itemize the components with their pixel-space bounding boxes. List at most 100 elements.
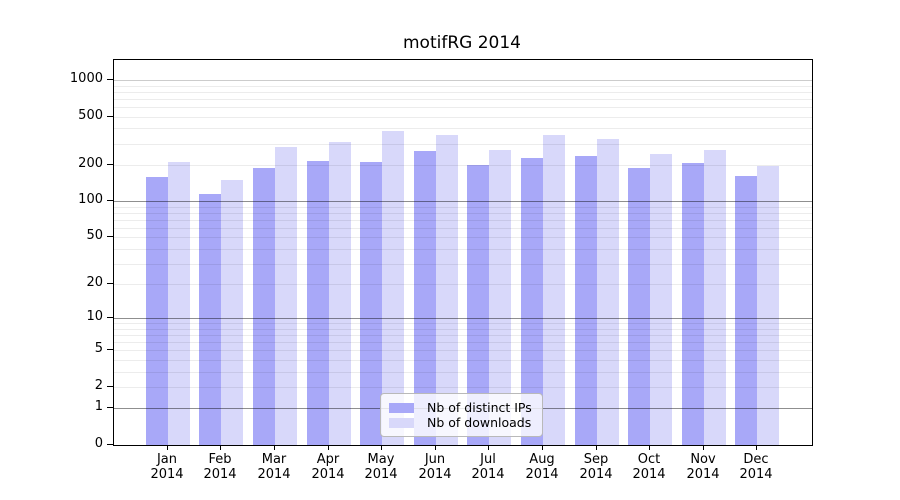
x-tick-label-dec: Dec 2014	[739, 452, 773, 482]
bar-ips-feb	[199, 193, 222, 445]
x-tick-jun	[435, 445, 436, 450]
x-tick-label-aug: Aug 2014	[525, 452, 559, 482]
bar-downloads-apr	[328, 141, 351, 445]
bar-downloads-may	[382, 131, 405, 445]
x-tick-may	[381, 445, 382, 450]
bar-downloads-jul	[489, 149, 512, 445]
gridline-200	[114, 165, 812, 166]
x-tick-label-sep: Sep 2014	[579, 452, 613, 482]
gridline-300	[114, 144, 812, 145]
y-tick-1000	[107, 79, 113, 80]
x-tick-jan	[167, 445, 168, 450]
gridline-50	[114, 237, 812, 238]
bar-downloads-oct	[650, 153, 673, 445]
y-tick-label-200: 200	[78, 156, 103, 171]
legend-swatch-downloads-icon	[389, 417, 414, 428]
gridline-6	[114, 342, 812, 343]
bar-downloads-feb	[221, 180, 244, 445]
bar-ips-mar	[252, 167, 275, 445]
gridline-100	[114, 201, 812, 202]
bar-downloads-sep	[596, 139, 619, 445]
x-tick-label-jan: Jan 2014	[150, 452, 184, 482]
gridline-80	[114, 213, 812, 214]
gridline-400	[114, 128, 812, 129]
y-tick-label-1000: 1000	[69, 71, 103, 86]
x-tick-apr	[328, 445, 329, 450]
x-tick-aug	[542, 445, 543, 450]
y-tick-1	[107, 407, 113, 408]
x-tick-nov	[703, 445, 704, 450]
bar-ips-jul	[467, 165, 490, 445]
x-tick-jul	[488, 445, 489, 450]
gridline-3	[114, 372, 812, 373]
gridline-600	[114, 107, 812, 108]
bar-ips-dec	[735, 176, 758, 445]
bar-downloads-mar	[274, 146, 297, 445]
y-tick-label-10: 10	[86, 309, 103, 324]
legend-label-downloads: Nb of downloads	[427, 415, 532, 430]
gridline-500	[114, 117, 812, 118]
gridline-90	[114, 207, 812, 208]
x-tick-label-jul: Jul 2014	[471, 452, 505, 482]
y-tick-label-2: 2	[94, 378, 103, 393]
bar-downloads-nov	[703, 149, 726, 445]
y-tick-label-50: 50	[86, 228, 103, 243]
y-tick-500	[107, 116, 113, 117]
y-tick-10	[107, 317, 113, 318]
gridline-70	[114, 220, 812, 221]
grid-layer	[114, 60, 812, 445]
x-tick-oct	[649, 445, 650, 450]
bar-ips-sep	[574, 156, 597, 445]
x-tick-label-jun: Jun 2014	[418, 452, 452, 482]
x-tick-label-nov: Nov 2014	[686, 452, 720, 482]
y-tick-label-20: 20	[86, 275, 103, 290]
gridline-900	[114, 86, 812, 87]
x-tick-label-oct: Oct 2014	[632, 452, 666, 482]
bar-downloads-dec	[757, 166, 780, 445]
y-tick-label-1: 1	[94, 399, 103, 414]
x-tick-label-may: May 2014	[364, 452, 398, 482]
y-tick-2	[107, 386, 113, 387]
gridline-700	[114, 99, 812, 100]
x-tick-mar	[274, 445, 275, 450]
chart-title: motifRG 2014	[403, 33, 521, 53]
gridline-60	[114, 228, 812, 229]
gridline-4	[114, 360, 812, 361]
gridline-9	[114, 323, 812, 324]
y-tick-label-0: 0	[94, 436, 103, 451]
gridline-800	[114, 92, 812, 93]
x-tick-label-mar: Mar 2014	[257, 452, 291, 482]
x-tick-feb	[220, 445, 221, 450]
y-tick-20	[107, 283, 113, 284]
gridline-2	[114, 387, 812, 388]
bar-downloads-aug	[542, 135, 565, 445]
y-tick-5	[107, 349, 113, 350]
bar-downloads-jan	[167, 162, 190, 445]
plot-area: Nb of distinct IPs Nb of downloads	[113, 59, 813, 446]
legend-item-downloads: Nb of downloads	[389, 415, 534, 430]
gridline-7	[114, 335, 812, 336]
legend: Nb of distinct IPs Nb of downloads	[380, 393, 543, 437]
x-tick-label-apr: Apr 2014	[311, 452, 345, 482]
gridline-30	[114, 264, 812, 265]
bar-downloads-jun	[435, 135, 458, 445]
gridline-10	[114, 318, 812, 319]
gridline-40	[114, 249, 812, 250]
bar-ips-may	[360, 162, 383, 445]
gridline-8	[114, 329, 812, 330]
bar-ips-aug	[520, 157, 543, 445]
bar-ips-oct	[628, 167, 651, 445]
y-tick-0	[107, 444, 113, 445]
y-tick-label-5: 5	[94, 341, 103, 356]
x-tick-dec	[756, 445, 757, 450]
y-tick-200	[107, 164, 113, 165]
x-tick-sep	[596, 445, 597, 450]
y-tick-label-500: 500	[78, 108, 103, 123]
x-tick-label-feb: Feb 2014	[203, 452, 237, 482]
legend-item-distinct-ips: Nb of distinct IPs	[389, 400, 534, 415]
gridline-5	[114, 350, 812, 351]
y-tick-50	[107, 236, 113, 237]
gridline-20	[114, 284, 812, 285]
bar-ips-jun	[413, 150, 436, 445]
